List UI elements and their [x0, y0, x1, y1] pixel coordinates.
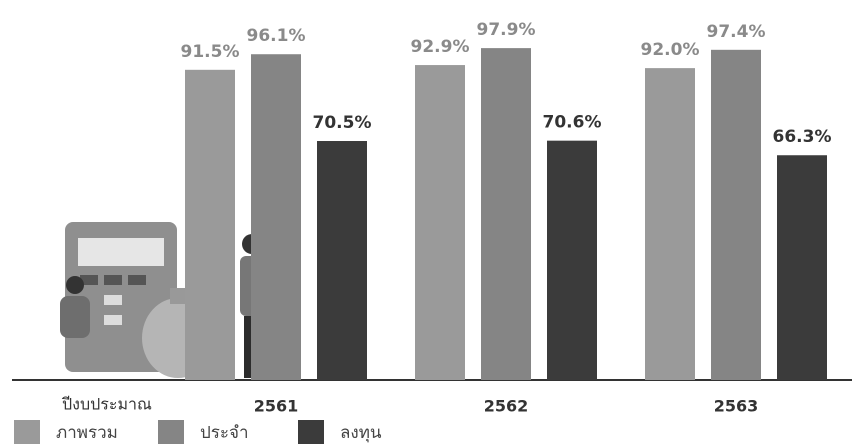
value-label: 66.3%: [773, 127, 832, 147]
value-label: 92.0%: [641, 40, 700, 60]
person-head: [66, 276, 84, 294]
legend-label: ประจำ: [200, 423, 249, 443]
bar: [481, 48, 531, 381]
value-label: 92.9%: [411, 37, 470, 57]
bar: [777, 155, 827, 380]
bar: [547, 140, 597, 380]
key: [104, 275, 122, 285]
key: [128, 275, 146, 285]
legend-swatch: [158, 420, 184, 444]
illustration: [60, 222, 266, 378]
bar: [317, 141, 367, 380]
legend-swatch: [298, 420, 324, 444]
bar: [645, 68, 695, 381]
x-tick-label: 2562: [484, 397, 529, 416]
bar: [251, 54, 301, 380]
value-label: 70.5%: [313, 113, 372, 133]
value-label: 91.5%: [181, 42, 240, 62]
value-label: 96.1%: [247, 26, 306, 46]
legend-swatch: [14, 420, 40, 444]
x-tick-label: 2561: [254, 397, 299, 416]
bar: [711, 49, 761, 381]
value-label: 97.9%: [477, 20, 536, 40]
legend-label: ลงทุน: [340, 423, 382, 443]
key: [104, 315, 122, 325]
x-axis-label: ปีงบประมาณ: [62, 395, 152, 414]
x-tick-label: 2563: [714, 397, 759, 416]
key: [80, 275, 98, 285]
person-body: [60, 296, 90, 338]
bar: [415, 65, 465, 380]
legend-label: ภาพรวม: [56, 423, 118, 443]
value-label: 70.6%: [543, 113, 602, 133]
calculator-screen: [78, 238, 164, 266]
value-label: 97.4%: [707, 22, 766, 42]
bar: [185, 69, 235, 380]
key: [104, 295, 122, 305]
